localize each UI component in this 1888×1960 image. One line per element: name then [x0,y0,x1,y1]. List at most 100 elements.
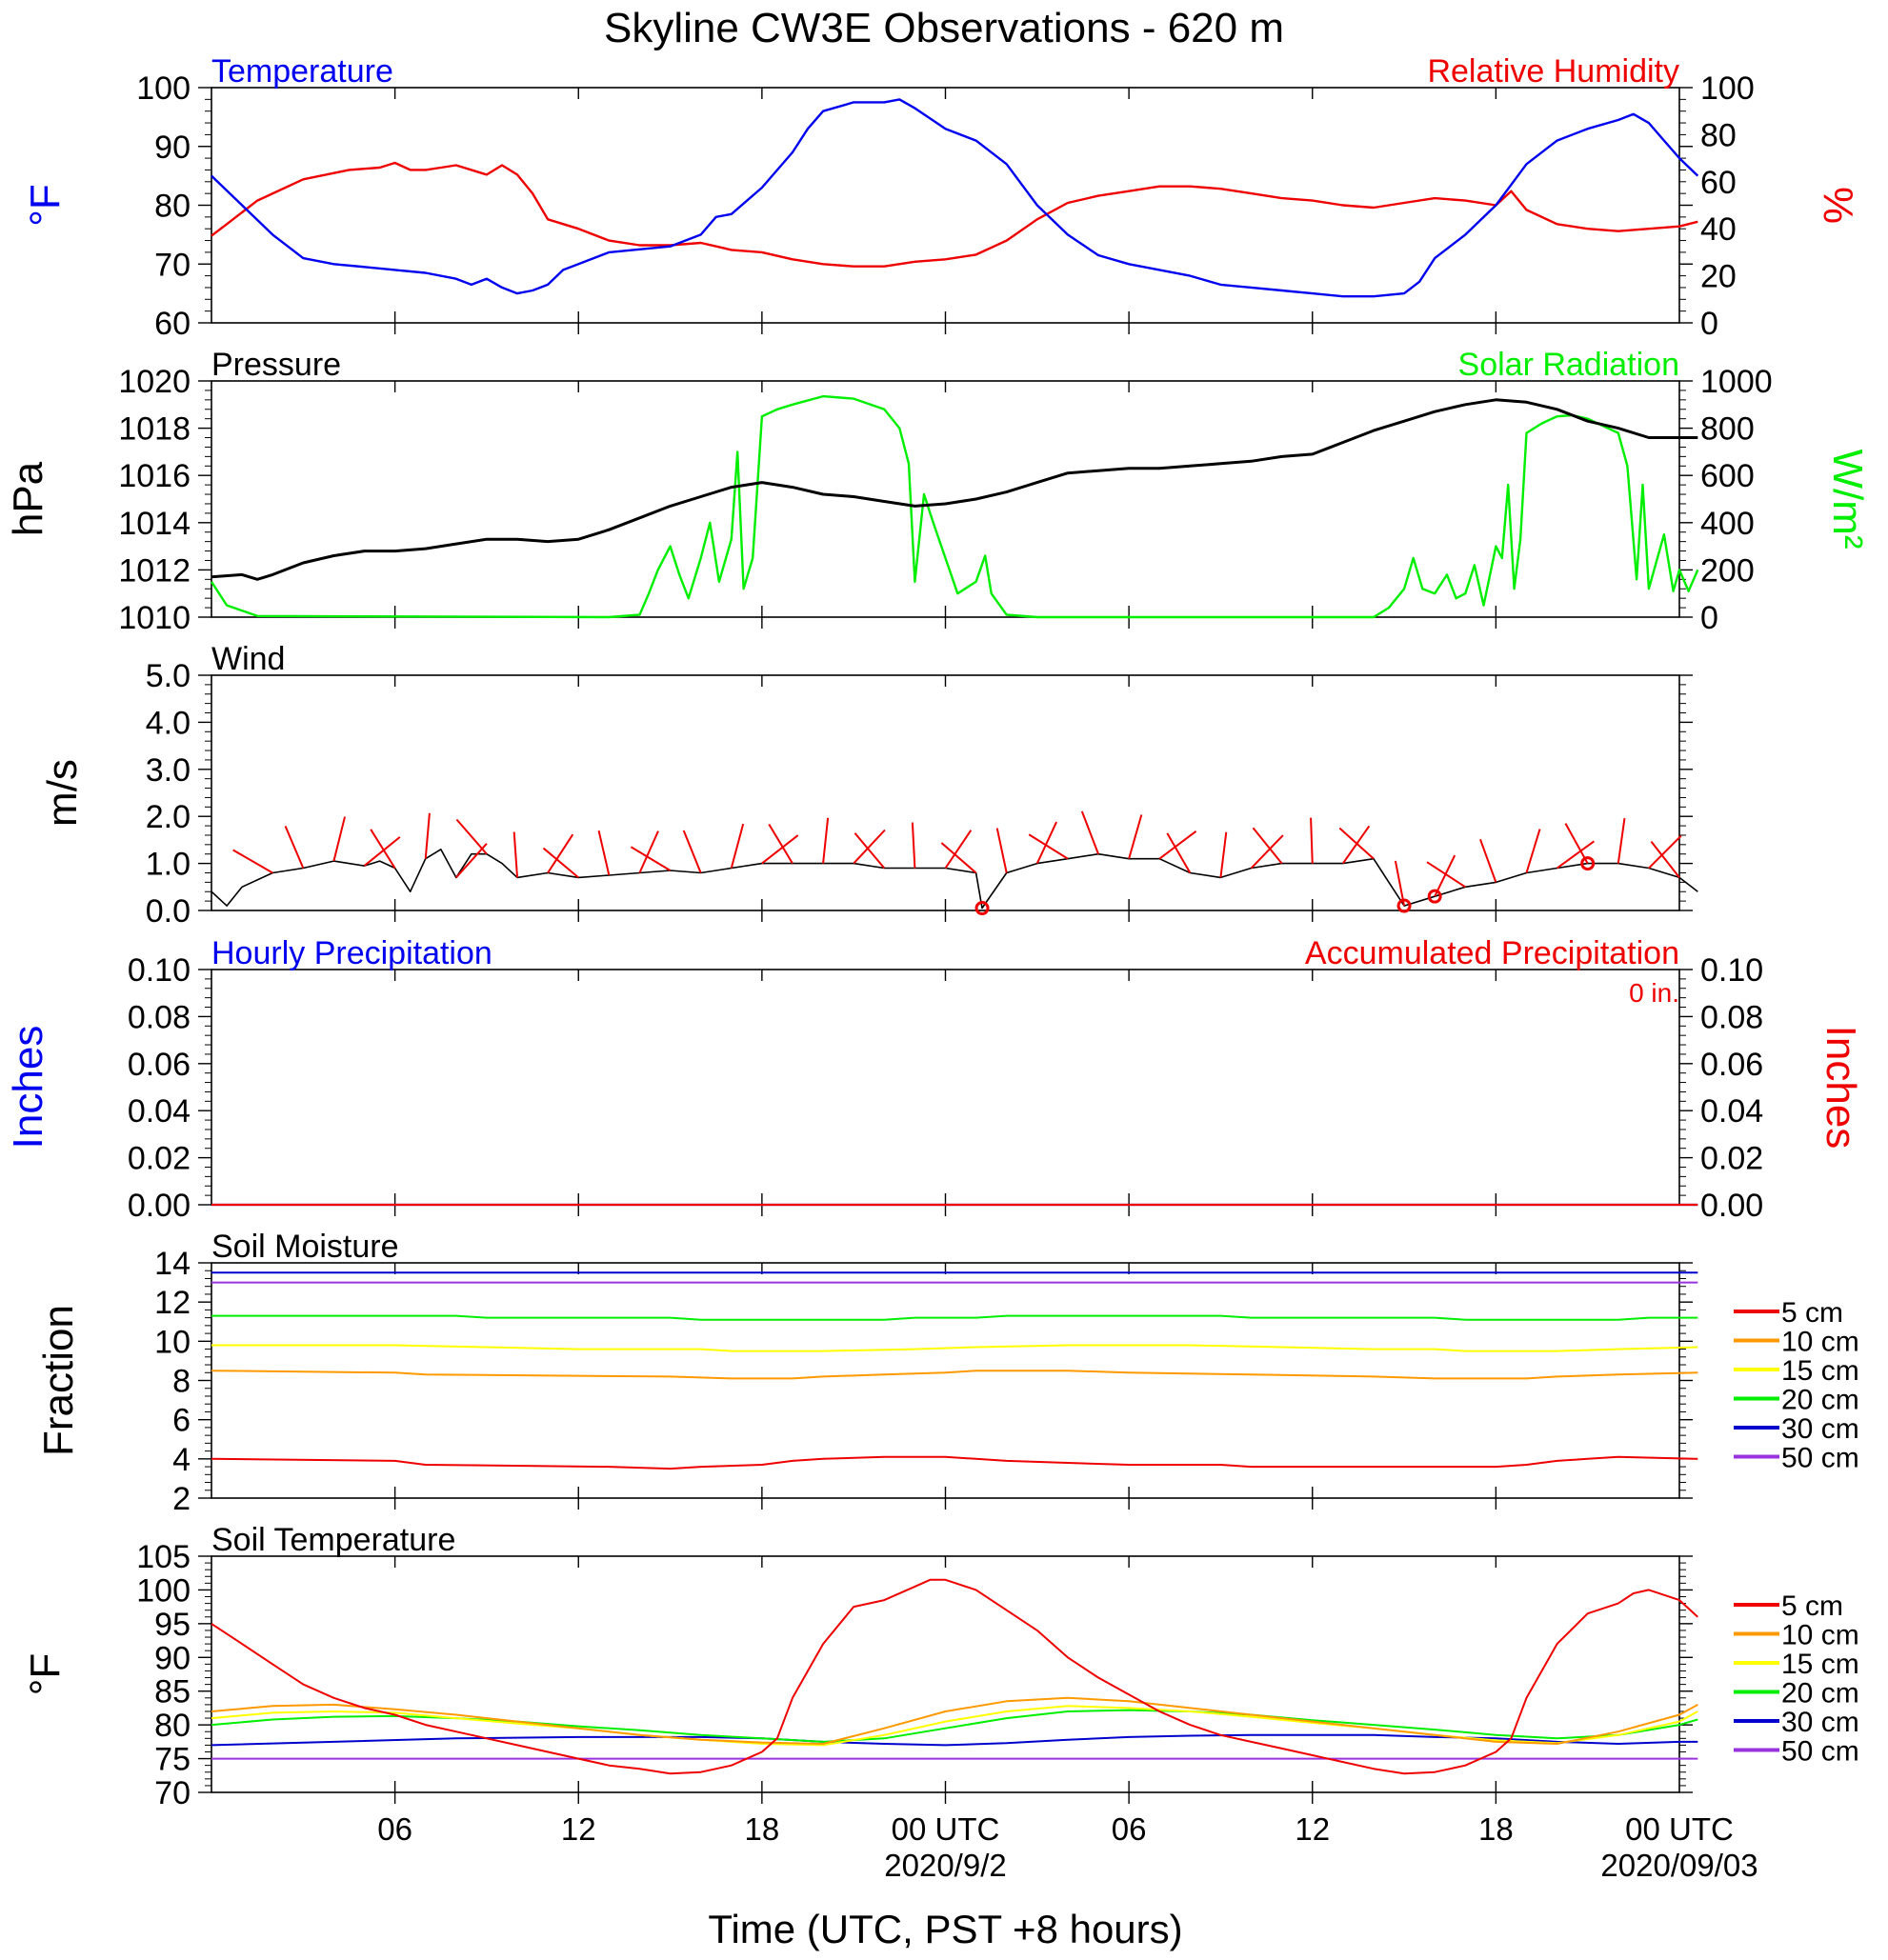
panel-pressure: 1020 1018 1016 1014 1012 1010 1000 800 600 400 200… [5,347,1871,636]
precip-ytick-right-label: 0.04 [1700,1093,1763,1130]
soil_temp-frame [211,1555,1680,1793]
wind-barb [1166,832,1192,873]
temp-unit: °F [22,184,69,226]
soil-moisture-unit: Fraction [35,1305,82,1456]
precip-left-unit: Inches [5,1026,51,1150]
wind-barb [370,829,396,870]
soil-moisture-ytick-label: 12 [154,1285,191,1321]
wind-barb [1250,834,1284,870]
soil-temp-line [211,1578,1698,1775]
chart-title: Skyline CW3E Observations - 620 m [604,5,1284,51]
soil-temp-ytick-label: 80 [154,1708,191,1744]
wind-barb [853,829,886,865]
solar-title: Solar Radiation [1458,347,1679,383]
rh-title: Relative Humidity [1427,53,1679,90]
pressure-ytick-right-label: 800 [1700,411,1755,448]
wind-barb [1342,825,1371,865]
pressure-ytick-label: 1010 [118,600,191,636]
soil-temp-ytick-label: 100 [136,1572,191,1609]
wind-barb [1219,831,1228,878]
temp-ytick-right-label: 0 [1700,306,1718,342]
calm-wind-circle [1580,856,1596,871]
wind-barb [730,823,745,869]
temp-ytick-label: 90 [154,130,191,166]
pressure-ytick-label: 1014 [118,506,191,542]
wind-barb [332,816,346,862]
soil-temp-ytick-label: 95 [154,1607,191,1643]
wind-barb [940,842,977,874]
x-tick-label: 18 [745,1811,780,1847]
wind-barb [944,830,973,870]
soil-moisture-line [211,1455,1698,1470]
wind-barb [1426,861,1466,889]
wind-barb [1434,854,1456,897]
wind-barb [1338,827,1375,860]
soil-temp-title: Soil Temperature [211,1522,455,1558]
wind-barb [761,834,799,865]
wind-barb [1617,817,1626,864]
x-tick-label: 00 UTC [892,1811,1000,1847]
soil-temp-legend-label: 30 cm [1781,1707,1859,1738]
wind-barb [284,825,305,869]
x-tick-label: 00 UTC [1625,1811,1734,1847]
wind-title: Wind [211,641,285,677]
wind-ytick-label: 1.0 [146,847,191,883]
temp-ytick-label: 70 [154,247,191,283]
wind-barb [1158,830,1197,860]
solar-line [210,394,1699,619]
calm-wind-circle [1427,889,1442,904]
soil-temp-ytick-label: 85 [154,1674,191,1710]
pressure-ytick-label: 1020 [118,364,191,400]
temp-ytick-right-label: 60 [1700,165,1737,201]
soil-moisture-ytick-label: 8 [172,1364,191,1400]
wind-barb [1310,817,1314,864]
pressure-ytick-right-label: 200 [1700,552,1755,589]
precip-ytick-label: 0.08 [128,999,191,1035]
soil-temp-line [211,1705,1698,1747]
pressure-ytick-right-label: 0 [1700,600,1718,636]
soil-moisture-legend-label: 50 cm [1781,1443,1859,1474]
solar-unit: W/m² [1824,449,1871,549]
precip-ytick-label: 0.10 [128,952,191,989]
wind-ytick-label: 0.0 [146,893,191,930]
soil-temp-unit: °F [22,1653,69,1695]
panel-wind: 5.0 4.0 3.0 2.0 1.0 0.0 Wind m/s [39,641,1698,930]
rh-line [211,161,1698,268]
temp-ytick-label: 80 [154,189,191,225]
x-tick-label: 18 [1478,1811,1514,1847]
wind-barb [1556,840,1596,870]
x-date-label: 2020/9/2 [884,1848,1006,1883]
x-tick-label: 12 [1295,1811,1330,1847]
wind-barb [1479,838,1497,883]
x-axis-label: Time (UTC, PST +8 hours) [708,1907,1182,1951]
wind-barb [1035,821,1058,865]
temp-ytick-right-label: 40 [1700,211,1737,248]
wind-barb [911,822,916,869]
precip-ytick-right-label: 0.08 [1700,999,1763,1035]
precip-ytick-right-label: 0.06 [1700,1047,1763,1083]
wind-barb [547,833,574,874]
soil-temp-legend-label: 5 cm [1781,1590,1843,1622]
soil-moisture-legend-label: 10 cm [1781,1327,1859,1358]
temperature-line [211,98,1699,298]
soil-temp-line [211,1696,1698,1745]
x-tick-label: 06 [377,1811,412,1847]
wind-barb [542,847,579,879]
accum-precip-title: Accumulated Precipitation [1305,935,1679,971]
pressure-title: Pressure [211,347,341,383]
x-date-label: 2020/09/03 [1600,1848,1757,1883]
wind-ytick-label: 4.0 [146,705,191,741]
soil-temp-ytick-label: 70 [154,1775,191,1811]
precip-ytick-label: 0.04 [128,1093,191,1130]
soil-moisture-ytick-label: 4 [172,1442,191,1478]
wind-barb [1564,823,1589,865]
wind-ytick-label: 2.0 [146,799,191,835]
x-tick-label: 12 [561,1811,596,1847]
calm-wind-circle [974,901,990,916]
wind-barb [512,831,519,878]
wind-barb [1128,814,1143,859]
wind-barb [1252,827,1283,865]
wind-barb [638,830,659,873]
soil-temp-legend-label: 15 cm [1781,1649,1859,1680]
